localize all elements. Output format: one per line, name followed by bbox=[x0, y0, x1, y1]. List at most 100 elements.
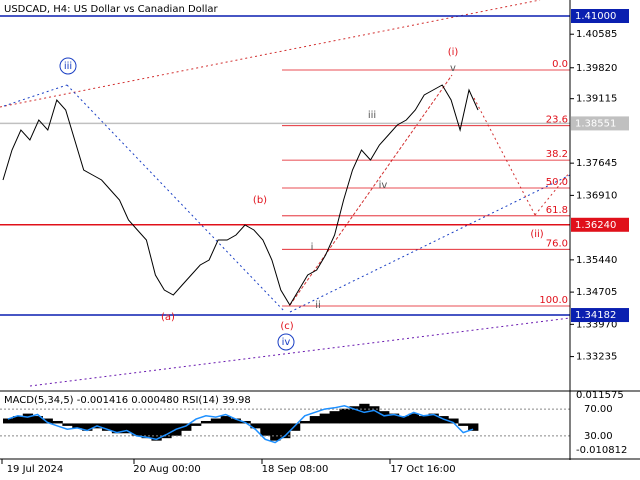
indicator-title: MACD(5,34,5) -0.001416 0.000480 RSI(14) … bbox=[4, 395, 251, 406]
chart-title: USDCAD, H4: US Dollar vs Canadian Dollar bbox=[4, 4, 218, 15]
y-tick-label: 1.34705 bbox=[576, 287, 617, 298]
fib-label: 76.0 bbox=[546, 238, 568, 249]
price-label: 1.38551 bbox=[575, 118, 616, 129]
macd-bar bbox=[458, 423, 469, 426]
macd-bar bbox=[379, 411, 390, 424]
macd-bar bbox=[260, 423, 271, 436]
wave-label: iv bbox=[282, 337, 291, 348]
y-tick-label: 1.35440 bbox=[576, 255, 617, 266]
macd-bar bbox=[141, 423, 152, 439]
price-label: 1.36240 bbox=[575, 220, 616, 231]
plot-layer: 1.40585 1.39820 1.39115 1.37645 1.36910 1.354… bbox=[0, 9, 629, 475]
macd-bar bbox=[339, 408, 350, 424]
macd-bar bbox=[270, 423, 281, 441]
price-label-box bbox=[571, 217, 629, 232]
wave-line bbox=[3, 84, 68, 107]
fib-label: 50.0 bbox=[546, 177, 568, 188]
forecast-line bbox=[534, 171, 571, 216]
rsi-tick-label: 30.00 bbox=[584, 431, 613, 442]
macd-bar bbox=[359, 403, 370, 424]
macd-bar bbox=[289, 423, 301, 431]
y-tick-label: 1.33970 bbox=[576, 319, 617, 330]
price-label: 1.41000 bbox=[575, 11, 616, 22]
macd-bar bbox=[111, 423, 123, 434]
macd-bar bbox=[22, 413, 34, 424]
macd-bar bbox=[280, 423, 291, 439]
forecast-line bbox=[473, 97, 536, 216]
macd-bar bbox=[319, 413, 330, 424]
wave-label: ii bbox=[315, 300, 321, 311]
x-tick-label: 20 Aug 00:00 bbox=[133, 464, 200, 475]
y-tick-label: 1.33235 bbox=[576, 352, 617, 363]
price-label-box bbox=[571, 116, 629, 131]
macd-bar bbox=[428, 413, 439, 424]
wave-label: (b) bbox=[253, 195, 267, 206]
macd-bar bbox=[468, 423, 479, 431]
y-tick-label: 1.39820 bbox=[576, 63, 617, 74]
wave-label: v bbox=[450, 63, 456, 74]
fib-label: 0.0 bbox=[552, 59, 568, 70]
macd-bar bbox=[200, 420, 212, 424]
y-tick-label: 1.39115 bbox=[576, 94, 617, 105]
macd-bar bbox=[299, 420, 311, 424]
wave-label: (ii) bbox=[530, 229, 543, 240]
macd-bar bbox=[151, 423, 162, 441]
wave-label: (c) bbox=[280, 321, 293, 332]
macd-bar bbox=[230, 418, 241, 424]
wave-circle bbox=[59, 57, 77, 75]
macd-bar bbox=[101, 423, 113, 431]
wave-label: iii bbox=[368, 110, 376, 121]
macd-bar bbox=[72, 423, 83, 429]
macd-max-label: 0.011575 bbox=[576, 390, 624, 401]
macd-bar bbox=[3, 418, 14, 424]
fib-label: 100.0 bbox=[539, 295, 568, 306]
channel-line bbox=[0, 0, 541, 108]
price-label: 1.34182 bbox=[575, 310, 616, 321]
macd-bar bbox=[32, 416, 43, 424]
wave-label: i bbox=[311, 242, 314, 253]
macd-bar bbox=[349, 406, 360, 424]
rsi-tick-label: 70.00 bbox=[584, 404, 613, 415]
wave-label: iii bbox=[64, 61, 72, 72]
fib-label: 38.2 bbox=[546, 149, 568, 160]
price-label-box bbox=[571, 308, 629, 323]
wave-label: (i) bbox=[448, 47, 459, 58]
macd-bar bbox=[388, 413, 400, 424]
y-tick-label: 1.40585 bbox=[576, 29, 617, 40]
y-tick-label: 1.36910 bbox=[576, 190, 617, 201]
macd-bar bbox=[250, 423, 261, 429]
macd-bar bbox=[121, 423, 133, 434]
macd-bar bbox=[210, 418, 222, 424]
macd-bar bbox=[82, 423, 93, 431]
macd-bar bbox=[448, 418, 459, 424]
x-tick-label: 19 Jul 2024 bbox=[7, 464, 64, 475]
macd-bar bbox=[220, 416, 232, 424]
macd-bar bbox=[398, 416, 410, 424]
x-tick-label: 17 Oct 16:00 bbox=[390, 464, 455, 475]
wave-line bbox=[289, 74, 453, 306]
y-tick-label: 1.37645 bbox=[576, 158, 617, 169]
macd-bar bbox=[12, 416, 24, 424]
macd-bar bbox=[131, 423, 142, 436]
macd-bar bbox=[52, 420, 63, 424]
fib-label: 23.6 bbox=[546, 115, 568, 126]
macd-bar bbox=[42, 418, 53, 424]
macd-bar bbox=[181, 423, 192, 431]
fib-label: 61.8 bbox=[546, 205, 568, 216]
macd-bar bbox=[309, 416, 321, 424]
rsi-line bbox=[7, 405, 474, 444]
macd-bar bbox=[418, 416, 429, 424]
macd-bar bbox=[191, 423, 202, 426]
channel-line bbox=[29, 317, 571, 387]
channel-line bbox=[289, 174, 571, 313]
wave-label: (a) bbox=[161, 312, 175, 323]
macd-bar bbox=[329, 411, 340, 424]
macd-bar bbox=[62, 423, 73, 426]
price-line bbox=[2, 84, 479, 306]
price-label-box bbox=[571, 9, 629, 24]
macd-bar bbox=[408, 413, 420, 424]
wave-label: iv bbox=[379, 180, 388, 191]
